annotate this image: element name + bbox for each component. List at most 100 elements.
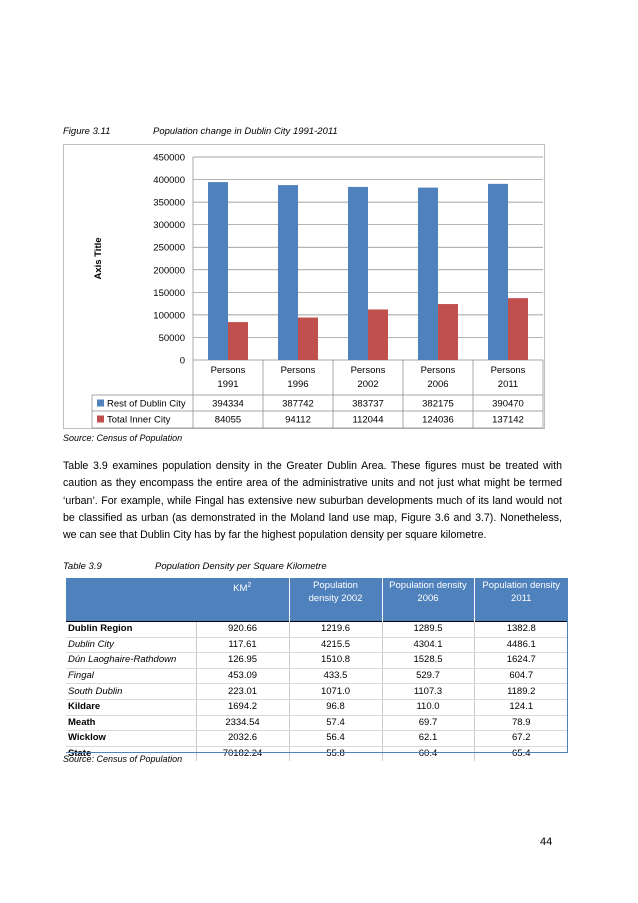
row-density-2011: 78.9 bbox=[473, 715, 568, 732]
header-2006-line1: Population density bbox=[389, 580, 467, 591]
header-2011-line1: Population density bbox=[482, 580, 561, 591]
y-tick-label: 200000 bbox=[153, 265, 185, 276]
x-tick-label: Persons bbox=[281, 365, 316, 376]
header-km: KM2 bbox=[196, 578, 289, 607]
row-density-2002: 57.4 bbox=[288, 715, 382, 732]
table-header-spacer bbox=[66, 607, 568, 622]
table-title: Population Density per Square Kilometre bbox=[155, 561, 327, 572]
x-tick-label: Persons bbox=[491, 365, 526, 376]
header-2002-line1: Population bbox=[313, 580, 358, 591]
data-value-label: 94112 bbox=[285, 415, 311, 426]
data-value-label: 112044 bbox=[353, 415, 384, 426]
data-value-label: 390470 bbox=[492, 399, 524, 410]
bar-total-inner-city bbox=[298, 317, 318, 360]
table-source: Source: Census of Population bbox=[63, 754, 183, 764]
row-density-2002: 4215.5 bbox=[288, 637, 382, 654]
data-value-label: 394334 bbox=[212, 399, 244, 410]
legend-label-total-inner-city: Total Inner City bbox=[107, 415, 171, 426]
row-km: 453.09 bbox=[195, 668, 289, 685]
row-km: 70182.24 bbox=[195, 746, 289, 762]
bar-total-inner-city bbox=[368, 309, 388, 360]
row-density-2011: 65.4 bbox=[473, 746, 568, 762]
data-value-label: 137142 bbox=[492, 415, 524, 426]
legend-key-total-inner-city bbox=[97, 415, 104, 423]
data-value-label: 383737 bbox=[352, 399, 384, 410]
row-km: 1694.2 bbox=[195, 699, 289, 716]
body-paragraph: Table 3.9 examines population density in… bbox=[63, 460, 562, 542]
bar-rest-of-dublin-city bbox=[208, 182, 228, 360]
row-km: 223.01 bbox=[195, 683, 289, 700]
row-density-2006: 1528.5 bbox=[381, 652, 474, 669]
table-row: Meath 2334.54 57.4 69.7 78.9 bbox=[66, 715, 568, 732]
row-density-2002: 433.5 bbox=[288, 668, 382, 685]
row-name: South Dublin bbox=[66, 683, 196, 700]
row-km: 2032.6 bbox=[195, 730, 289, 747]
spacer-cell bbox=[473, 607, 568, 622]
legend-label-rest-of-dublin-city: Rest of Dublin City bbox=[107, 399, 186, 410]
row-km: 117.61 bbox=[195, 637, 289, 654]
row-density-2011: 124.1 bbox=[473, 699, 568, 716]
row-density-2002: 55.8 bbox=[288, 746, 382, 762]
data-value-label: 387742 bbox=[282, 399, 314, 410]
header-2002-line2: density 2002 bbox=[308, 593, 363, 604]
table-label: Table 3.9 bbox=[63, 561, 102, 572]
row-density-2011: 1624.7 bbox=[473, 652, 568, 669]
row-density-2006: 1289.5 bbox=[381, 621, 474, 638]
page-number: 44 bbox=[540, 836, 553, 848]
density-table: KM2 Population density 2002 Population de… bbox=[66, 578, 568, 762]
header-km-sup: 2 bbox=[247, 582, 252, 589]
row-density-2006: 4304.1 bbox=[381, 637, 474, 654]
header-2011-line2: 2011 bbox=[511, 593, 532, 604]
row-density-2006: 60.4 bbox=[381, 746, 474, 762]
x-tick-label: Persons bbox=[211, 365, 246, 376]
row-density-2002: 56.4 bbox=[288, 730, 382, 747]
row-density-2011: 67.2 bbox=[473, 730, 568, 747]
header-density-2011: Population density 2011 bbox=[473, 578, 568, 607]
header-km-label: KM bbox=[233, 583, 248, 595]
x-tick-label: Persons bbox=[351, 365, 386, 376]
row-km: 126.95 bbox=[195, 652, 289, 669]
table-row: Wicklow 2032.6 56.4 62.1 67.2 bbox=[66, 730, 568, 747]
row-density-2002: 96.8 bbox=[288, 699, 382, 716]
spacer-cell bbox=[196, 607, 289, 622]
x-tick-label: 2011 bbox=[498, 379, 518, 390]
row-density-2006: 529.7 bbox=[381, 668, 474, 685]
row-density-2011: 4486.1 bbox=[473, 637, 568, 654]
row-name: Dún Laoghaire-Rathdown bbox=[66, 652, 196, 669]
x-tick-label: Persons bbox=[421, 365, 456, 376]
x-tick-label: 2002 bbox=[357, 379, 378, 390]
y-tick-label: 100000 bbox=[153, 310, 185, 321]
y-tick-label: 350000 bbox=[153, 198, 185, 209]
row-density-2011: 1189.2 bbox=[473, 683, 568, 700]
x-tick-label: 1996 bbox=[287, 379, 308, 390]
bar-total-inner-city bbox=[228, 322, 248, 360]
row-density-2002: 1071.0 bbox=[288, 683, 382, 700]
figure-title: Population change in Dublin City 1991-20… bbox=[153, 126, 338, 137]
y-tick-label: 300000 bbox=[153, 220, 185, 231]
legend-key-rest-of-dublin-city bbox=[97, 399, 104, 407]
row-name: Wicklow bbox=[66, 730, 196, 747]
y-tick-label: 0 bbox=[180, 356, 185, 367]
row-density-2006: 1107.3 bbox=[381, 683, 474, 700]
table-row: Dún Laoghaire-Rathdown 126.95 1510.8 1528.5… bbox=[66, 652, 568, 669]
bar-rest-of-dublin-city bbox=[278, 185, 298, 360]
y-tick-label: 50000 bbox=[159, 333, 185, 344]
bar-total-inner-city bbox=[508, 298, 528, 360]
row-density-2002: 1510.8 bbox=[288, 652, 382, 669]
row-name: Dublin City bbox=[66, 637, 196, 654]
population-chart: 0 50000 100000 150000 200000 250000 300000 3500… bbox=[91, 153, 544, 429]
row-name: State bbox=[68, 748, 92, 760]
row-density-2002: 1219.6 bbox=[288, 621, 382, 638]
table-row: State 70182.24 55.8 60.4 65.4 bbox=[66, 746, 568, 762]
header-2006-line2: 2006 bbox=[417, 593, 439, 604]
table-header-row: KM2 Population density 2002 Population de… bbox=[66, 578, 568, 607]
row-km: 2334.54 bbox=[195, 715, 289, 732]
figure-label: Figure 3.11 bbox=[63, 126, 111, 137]
spacer-cell bbox=[288, 607, 382, 622]
bar-total-inner-city bbox=[438, 304, 458, 360]
row-density-2011: 604.7 bbox=[473, 668, 568, 685]
figure-source: Source: Census of Population bbox=[63, 433, 183, 443]
row-name: Kildare bbox=[66, 699, 196, 716]
table-row: Dublin City 117.61 4215.5 4304.1 4486.1 bbox=[66, 637, 568, 654]
y-axis-title: Axis Title bbox=[93, 237, 104, 279]
